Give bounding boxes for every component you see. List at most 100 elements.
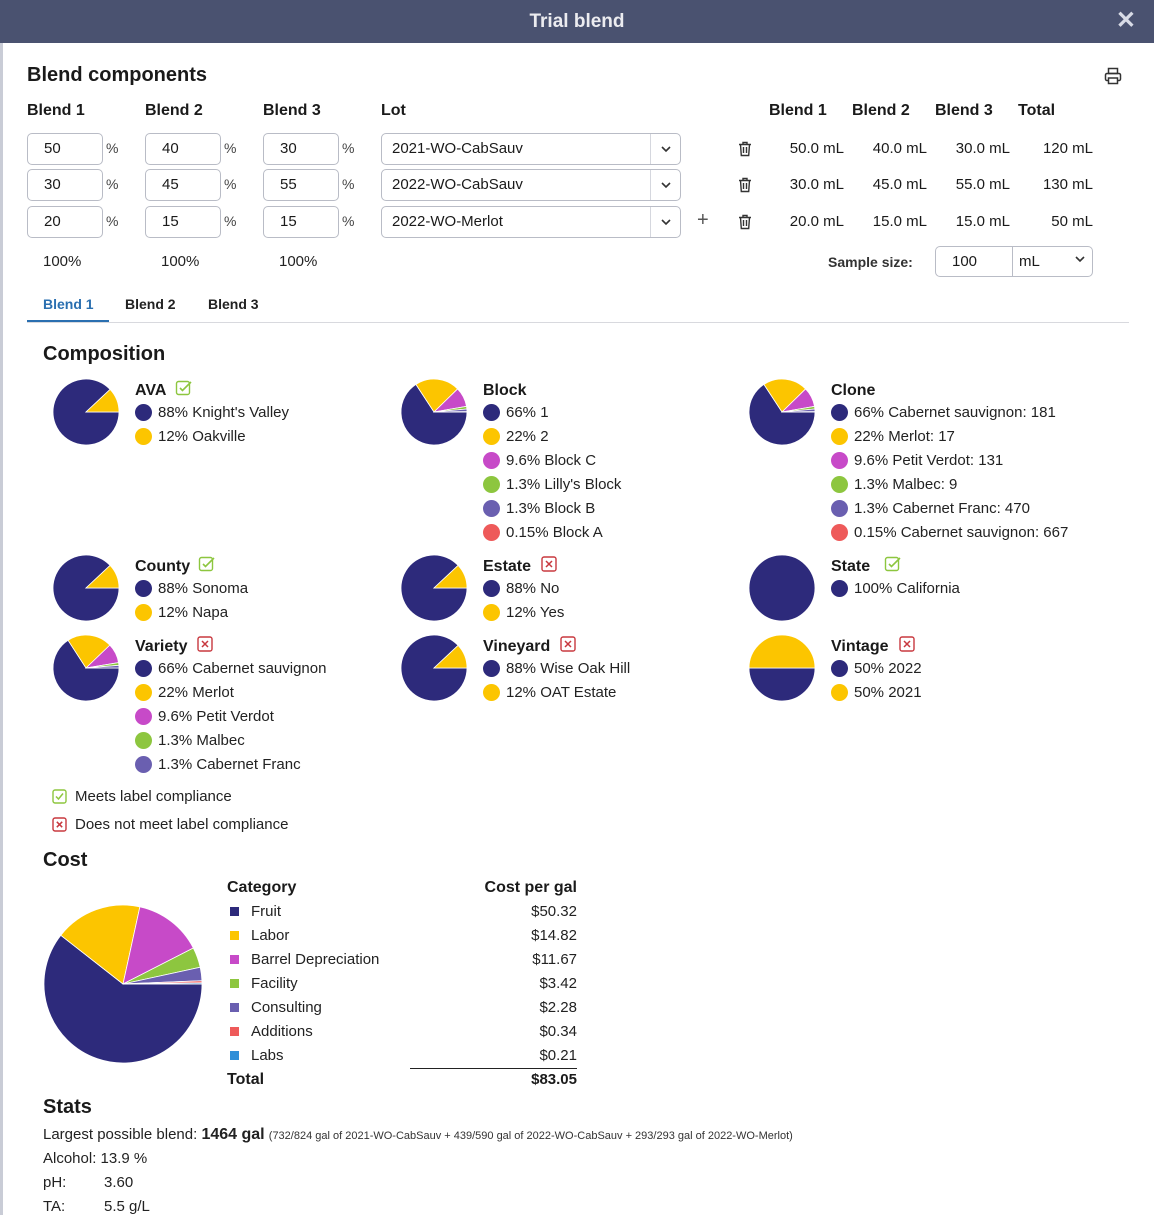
- ava-pie: [52, 378, 120, 446]
- legend-label: 66% Cabernet sauvignon: 181: [854, 404, 1056, 421]
- legend-dot: [831, 524, 848, 541]
- legend-label: 0.15% Block A: [506, 524, 603, 541]
- legend-label: 88% Wise Oak Hill: [506, 660, 631, 677]
- add-lot-icon[interactable]: +: [697, 209, 709, 231]
- blend2-pct-input[interactable]: 45: [145, 169, 221, 201]
- pie-slice: [400, 383, 468, 446]
- noncompliant-x-icon: [560, 636, 576, 652]
- legend-dot: [483, 524, 500, 541]
- legend-dot: [483, 452, 500, 469]
- tab-blend1[interactable]: Blend 1: [43, 296, 94, 312]
- blend3-pct-input[interactable]: 15: [263, 206, 339, 238]
- active-tab-indicator: [27, 320, 109, 322]
- legend-label: 66% 1: [506, 404, 549, 421]
- cost-category-label: Labs: [251, 1047, 284, 1064]
- col-header-ml-blend3: Blend 3: [935, 102, 993, 119]
- pie-slice: [52, 639, 120, 702]
- blend1-ml: 20.0 mL: [789, 213, 844, 230]
- ta-value: 5.5 g/L: [104, 1198, 150, 1215]
- lot-select[interactable]: 2022-WO-CabSauv: [381, 169, 681, 201]
- chevron-down-icon: [650, 170, 680, 200]
- pie-slice: [85, 664, 120, 669]
- compliant-check-icon: [175, 380, 192, 396]
- tab-blend2[interactable]: Blend 2: [125, 296, 176, 312]
- legend-label: 22% Merlot: 17: [854, 428, 955, 445]
- pie-slice: [763, 378, 807, 413]
- cost-legend-swatch: [230, 1051, 239, 1060]
- blend1-pct-input[interactable]: 20: [27, 206, 103, 238]
- ava-title: AVA: [135, 382, 167, 399]
- lot-select-value: 2022-WO-Merlot: [392, 213, 503, 230]
- composition-legend-item: 0.15% Cabernet sauvignon: 667: [831, 524, 1068, 541]
- legend-label: 9.6% Petit Verdot: [158, 708, 274, 725]
- ta-label: TA:: [43, 1198, 66, 1215]
- composition-legend-item: 9.6% Petit Verdot: [135, 708, 274, 725]
- legend-dot: [831, 476, 848, 493]
- legend-dot: [483, 604, 500, 621]
- blend3-pct-input[interactable]: 55: [263, 169, 339, 201]
- noncompliant-x-icon: [197, 636, 213, 652]
- trash-icon[interactable]: [738, 214, 752, 230]
- vineyard-title: Vineyard: [483, 638, 551, 655]
- composition-legend-item: 1.3% Cabernet Franc: 470: [831, 500, 1030, 517]
- blend3-pct-input[interactable]: 30: [263, 133, 339, 165]
- cost-value: $2.28: [539, 999, 577, 1016]
- close-icon[interactable]: ✕: [1115, 7, 1136, 34]
- sample-size-input[interactable]: 100: [935, 246, 1013, 277]
- lot-select[interactable]: 2022-WO-Merlot: [381, 206, 681, 238]
- print-icon[interactable]: [1104, 67, 1122, 85]
- blend2-pct-input[interactable]: 40: [145, 133, 221, 165]
- pie-slice: [67, 634, 111, 669]
- trash-icon[interactable]: [738, 177, 752, 193]
- tab-blend3[interactable]: Blend 3: [208, 296, 259, 312]
- pct-sign: %: [342, 140, 355, 156]
- legend-label: 88% No: [506, 580, 560, 597]
- col-header-blend2: Blend 2: [145, 102, 203, 119]
- blend2-ml: 15.0 mL: [872, 213, 927, 230]
- legend-label: 12% Yes: [506, 604, 565, 621]
- county-pie: [52, 554, 120, 622]
- cost-legend-swatch: [230, 1003, 239, 1012]
- composition-legend-item: 9.6% Block C: [483, 452, 596, 469]
- col-header-ml-blend1: Blend 1: [769, 102, 827, 119]
- vintage-title: Vintage: [831, 638, 889, 655]
- cost-row: Consulting: [230, 999, 322, 1016]
- cost-legend-swatch: [230, 1027, 239, 1036]
- block-title: Block: [483, 382, 527, 399]
- chevron-down-icon: [650, 134, 680, 164]
- noncompliant-x-icon: [899, 636, 915, 652]
- cost-category-header: Category: [227, 879, 297, 896]
- sample-size-label: Sample size:: [828, 254, 913, 270]
- legend-dot: [831, 452, 848, 469]
- blend1-pct-input[interactable]: 50: [27, 133, 103, 165]
- cost-category-label: Facility: [251, 975, 298, 992]
- cost-row: Additions: [230, 1023, 313, 1040]
- total-ml: 50 mL: [1051, 213, 1093, 230]
- pie-slice: [748, 554, 816, 622]
- window-left-edge: [0, 43, 3, 1215]
- composition-legend-item: 50% 2022: [831, 660, 922, 677]
- ph-label: pH:: [43, 1174, 67, 1191]
- blend1-pct-input[interactable]: 30: [27, 169, 103, 201]
- composition-legend-item: 22% Merlot: [135, 684, 234, 701]
- vineyard-pie: [400, 634, 468, 702]
- lot-select[interactable]: 2021-WO-CabSauv: [381, 133, 681, 165]
- col-header-blend1: Blend 1: [27, 102, 85, 119]
- sample-unit-select[interactable]: mL: [1012, 246, 1093, 277]
- vintage-pie: [748, 634, 816, 702]
- cost-value: $11.67: [532, 951, 577, 968]
- blend1-ml: 30.0 mL: [789, 176, 844, 193]
- composition-legend-item: 66% Cabernet sauvignon: 181: [831, 404, 1056, 421]
- legend-dot: [483, 684, 500, 701]
- trash-icon[interactable]: [738, 141, 752, 157]
- cost-total-value: $83.05: [531, 1071, 577, 1088]
- blend2-pct-input[interactable]: 15: [145, 206, 221, 238]
- composition-legend-item: 12% Napa: [135, 604, 228, 621]
- lot-select-value: 2021-WO-CabSauv: [392, 140, 523, 157]
- check-icon: [52, 789, 67, 804]
- legend-dot: [135, 732, 152, 749]
- legend-dot: [831, 500, 848, 517]
- chevron-down-icon: [1075, 256, 1085, 263]
- blend-components-heading: Blend components: [27, 64, 208, 86]
- legend-dot: [483, 500, 500, 517]
